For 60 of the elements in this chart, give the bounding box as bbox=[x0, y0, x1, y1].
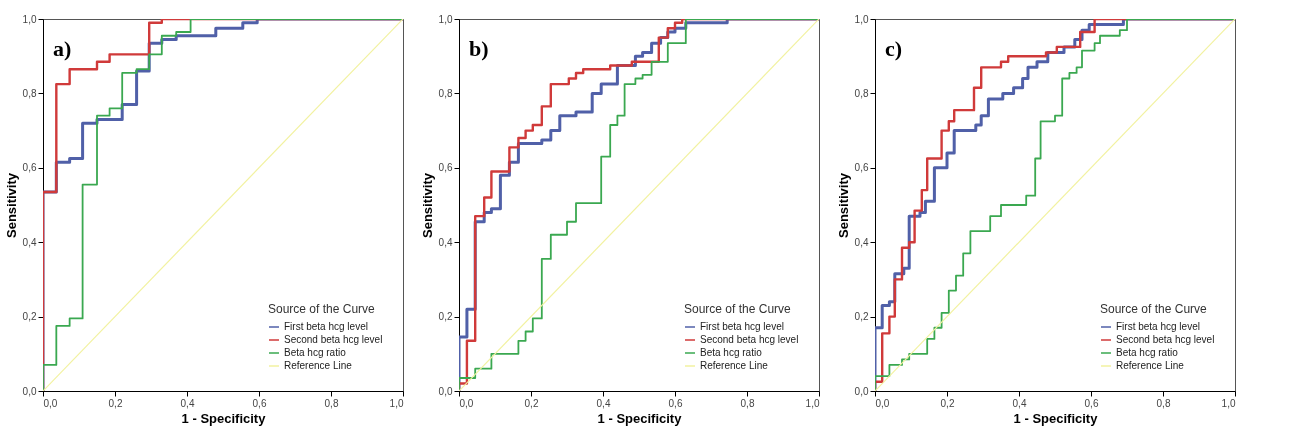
x-tick-label: 0,2 bbox=[524, 397, 539, 409]
y-tick-label: 0,8 bbox=[854, 87, 869, 99]
y-tick-label: 1,0 bbox=[854, 13, 869, 25]
x-tick-label: 0,8 bbox=[740, 397, 755, 409]
y-tick-label: 0,0 bbox=[22, 385, 37, 397]
x-tick-label: 0,6 bbox=[252, 397, 267, 409]
legend-label: Beta hcg ratio bbox=[1116, 347, 1179, 358]
legend-label: Beta hcg ratio bbox=[284, 347, 347, 358]
legend-label: Second beta hcg level bbox=[700, 334, 799, 345]
legend-label: Reference Line bbox=[284, 360, 353, 371]
x-axis-title: 1 - Specificity bbox=[597, 410, 683, 426]
legend-title: Source of the Curve bbox=[268, 302, 376, 316]
x-tick-label: 0,6 bbox=[1084, 397, 1099, 409]
legend-title: Source of the Curve bbox=[684, 302, 792, 316]
legend-label: First beta hcg level bbox=[284, 321, 368, 332]
x-axis-title: 1 - Specificity bbox=[1013, 410, 1099, 426]
y-tick-label: 0,2 bbox=[854, 311, 869, 323]
y-tick-label: 0,2 bbox=[438, 311, 453, 323]
x-tick-label: 1,0 bbox=[389, 397, 404, 409]
annotation: c) bbox=[885, 36, 903, 61]
y-tick-label: 0,8 bbox=[22, 87, 37, 99]
x-tick-label: 0,6 bbox=[668, 397, 683, 409]
y-tick-label: 0,8 bbox=[438, 87, 453, 99]
y-tick-label: 0,4 bbox=[438, 236, 453, 248]
y-tick-label: 0,0 bbox=[438, 385, 453, 397]
legend-label: Second beta hcg level bbox=[284, 334, 383, 345]
legend-label: Second beta hcg level bbox=[1116, 334, 1215, 345]
legend-label: First beta hcg level bbox=[1116, 321, 1200, 332]
legend-label: Reference Line bbox=[700, 360, 769, 371]
y-tick-label: 0,6 bbox=[854, 162, 869, 174]
x-tick-label: 0,2 bbox=[940, 397, 955, 409]
annotation: a) bbox=[53, 36, 72, 61]
y-axis-title: Sensitivity bbox=[835, 172, 851, 239]
y-tick-label: 1,0 bbox=[22, 13, 37, 25]
x-tick-label: 0,4 bbox=[1012, 397, 1027, 409]
legend-label: Beta hcg ratio bbox=[700, 347, 763, 358]
y-tick-label: 0,4 bbox=[22, 236, 37, 248]
y-tick-label: 0,6 bbox=[438, 162, 453, 174]
x-tick-label: 0,2 bbox=[108, 397, 123, 409]
y-tick-label: 0,2 bbox=[22, 311, 37, 323]
y-tick-label: 1,0 bbox=[438, 13, 453, 25]
x-tick-label: 1,0 bbox=[805, 397, 820, 409]
y-tick-label: 0,0 bbox=[854, 385, 869, 397]
legend-label: Reference Line bbox=[1116, 360, 1185, 371]
legend-label: First beta hcg level bbox=[700, 321, 784, 332]
annotation: b) bbox=[469, 36, 489, 61]
legend-title: Source of the Curve bbox=[1100, 302, 1208, 316]
x-tick-label: 0,0 bbox=[459, 397, 474, 409]
y-axis-title: Sensitivity bbox=[3, 172, 19, 239]
x-tick-label: 1,0 bbox=[1221, 397, 1236, 409]
y-tick-label: 0,4 bbox=[854, 236, 869, 248]
x-tick-label: 0,4 bbox=[180, 397, 195, 409]
y-tick-label: 0,6 bbox=[22, 162, 37, 174]
x-tick-label: 0,0 bbox=[875, 397, 890, 409]
y-axis-title: Sensitivity bbox=[419, 172, 435, 239]
x-tick-label: 0,0 bbox=[43, 397, 58, 409]
x-axis-title: 1 - Specificity bbox=[181, 410, 267, 426]
x-tick-label: 0,8 bbox=[1156, 397, 1171, 409]
x-tick-label: 0,8 bbox=[324, 397, 339, 409]
x-tick-label: 0,4 bbox=[596, 397, 611, 409]
